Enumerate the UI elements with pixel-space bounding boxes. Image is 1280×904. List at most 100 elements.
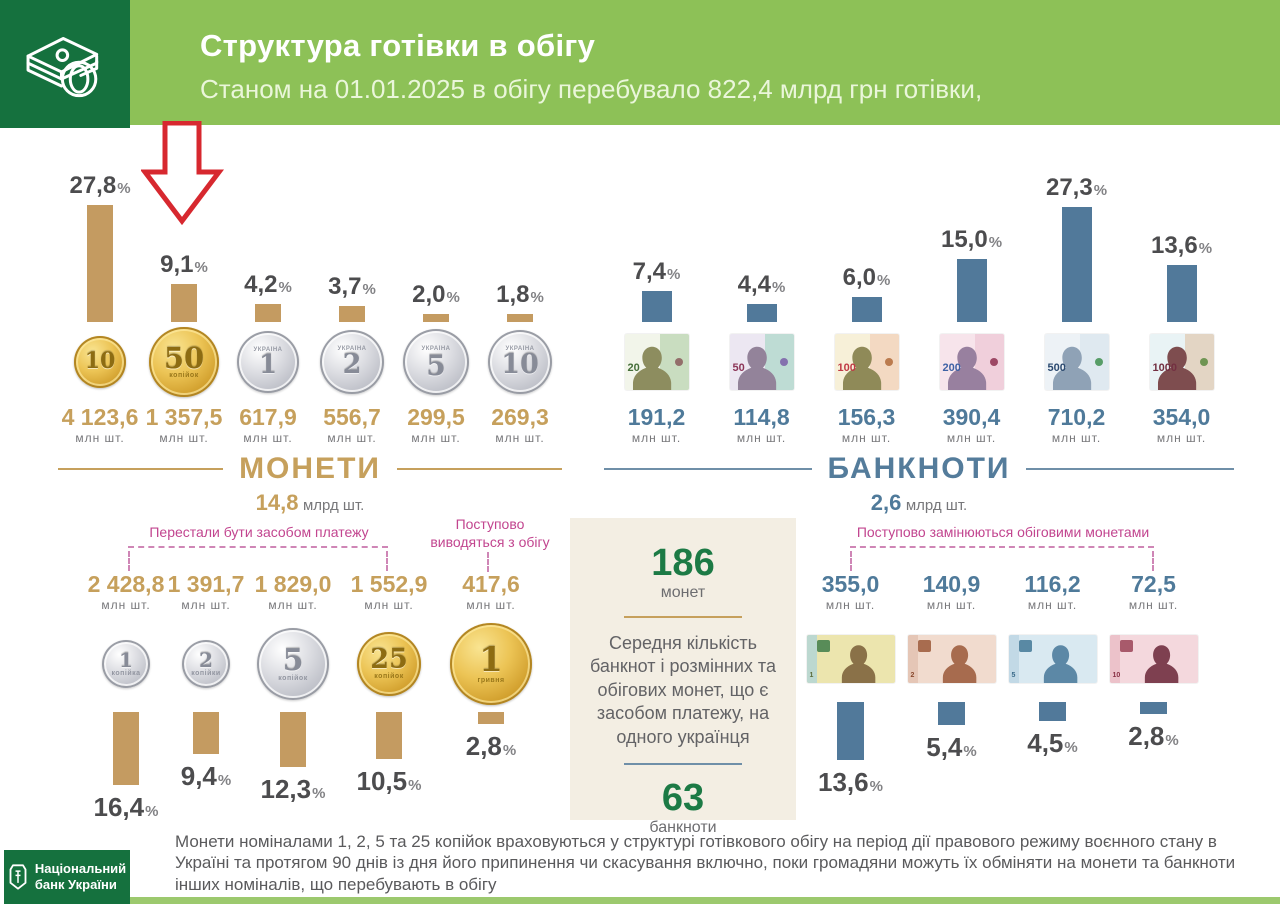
banknote-share-bar bbox=[1140, 702, 1167, 715]
per-capita-description: Середня кількість банкнот і розмінних та… bbox=[590, 633, 776, 747]
banknote-share-bar bbox=[746, 304, 777, 322]
annotation-gradually-withdrawn: Поступово виводяться з обігу bbox=[430, 516, 550, 550]
banknote-image: 5 bbox=[1008, 635, 1097, 684]
banknote-share-bar bbox=[851, 297, 882, 322]
bottom-green-strip bbox=[130, 897, 1280, 904]
count-unit: млн шт. bbox=[631, 431, 682, 446]
annotation-bracket-banknotes bbox=[850, 546, 1154, 571]
coin-column: 27,8% 10 4 123,6 млн шт. bbox=[58, 130, 142, 446]
banknote-count: 355,0 bbox=[821, 571, 880, 597]
percent-label: 9,4% bbox=[180, 761, 232, 792]
coin-image: УКРАЇНА 1 bbox=[237, 331, 299, 393]
coin-count: 556,7 bbox=[323, 404, 381, 430]
coin-image: 2 копійки bbox=[182, 640, 230, 689]
portrait-silhouette-icon bbox=[1157, 346, 1196, 390]
banknote-emblem bbox=[918, 640, 932, 653]
banknote-count: 114,8 bbox=[733, 404, 790, 430]
count-unit: млн шт. bbox=[75, 431, 125, 446]
page-subtitle: Станом на 01.01.2025 в обігу перебувало … bbox=[200, 74, 983, 104]
portrait-silhouette-icon bbox=[842, 645, 876, 684]
count-unit: млн шт. bbox=[327, 431, 377, 446]
banknote-column: 15,0% 200 390,4 млн bbox=[919, 130, 1024, 445]
banknote-image: 200 bbox=[939, 334, 1004, 390]
banknote-emblem bbox=[817, 640, 831, 653]
percent-label: 9,1% bbox=[160, 251, 208, 278]
banknote-denomination: 100 bbox=[837, 362, 856, 374]
coin-count: 2 428,8 bbox=[87, 571, 165, 597]
banknote-denomination: 200 bbox=[942, 362, 961, 374]
coin-share-bar bbox=[423, 314, 449, 322]
annotation-replaced-by-coins: Поступово замінюються обіговими монетами bbox=[856, 524, 1150, 540]
banknote-count: 156,3 bbox=[837, 404, 896, 430]
banknote-denomination: 500 bbox=[1047, 362, 1066, 374]
portrait-silhouette-icon bbox=[737, 346, 776, 390]
percent-label: 4,5% bbox=[1027, 728, 1078, 759]
coin-image: 10 bbox=[74, 336, 126, 388]
count-unit: млн шт. bbox=[466, 598, 516, 613]
count-unit: млн шт. bbox=[1128, 598, 1179, 613]
banknote-denomination: 2 bbox=[910, 672, 915, 680]
coins-per-person-value: 186 bbox=[651, 542, 715, 584]
banknote-ornament bbox=[779, 357, 788, 366]
count-unit: млн шт. bbox=[1156, 431, 1207, 446]
header-banner: Структура готівки в обігу Станом на 01.0… bbox=[0, 0, 1280, 128]
nbu-logo-text: Національний банк України bbox=[34, 861, 127, 892]
percent-label: 5,4% bbox=[926, 732, 977, 763]
banknote-column: 140,9 млн шт. 2 5,4% bbox=[901, 571, 1002, 795]
banknote-image: 2 bbox=[907, 635, 996, 684]
banknote-ornament bbox=[884, 357, 893, 366]
percent-label: 4,2% bbox=[244, 271, 292, 298]
coin-image: УКРАЇНА 2 bbox=[320, 330, 384, 394]
count-unit: млн шт. bbox=[268, 598, 318, 613]
count-unit: млн шт. bbox=[411, 431, 461, 446]
coin-column: 417,6 млн шт. 1 гривня 2,8% bbox=[438, 571, 544, 820]
coin-share-bar bbox=[255, 304, 281, 322]
coin-column: 2,0% УКРАЇНА 5 299,5 млн шт. bbox=[394, 130, 478, 445]
portrait-silhouette-icon bbox=[1145, 645, 1179, 684]
portrait-silhouette-icon bbox=[1052, 346, 1091, 390]
money-stack-coin-icon bbox=[26, 36, 99, 98]
coin-image: 25 копійок bbox=[357, 632, 421, 697]
banknotes-per-person-label: банкноти bbox=[649, 818, 717, 836]
annotation-tick-hryvnia-coin bbox=[487, 552, 489, 572]
coin-share-bar bbox=[339, 306, 365, 322]
banknote-count: 72,5 bbox=[1131, 571, 1176, 597]
percent-label: 13,6% bbox=[818, 767, 883, 798]
banknote-denomination: 5 bbox=[1011, 672, 1016, 680]
banknote-column: 27,3% 500 710,2 млн bbox=[1024, 130, 1129, 445]
coin-column: 1 829,0 млн шт. 5 копійок 12,3% bbox=[246, 571, 340, 820]
banknote-image: 100 bbox=[834, 334, 899, 390]
banknote-image: 20 bbox=[624, 334, 689, 390]
red-down-arrow-icon bbox=[141, 121, 225, 225]
portrait-silhouette-icon bbox=[943, 645, 977, 684]
nbu-logo: Національний банк України bbox=[4, 850, 130, 904]
percent-label: 1,8% bbox=[496, 281, 544, 308]
count-unit: млн шт. bbox=[181, 598, 231, 613]
percent-label: 6,0% bbox=[842, 264, 891, 291]
coins-per-person-label: монет bbox=[660, 584, 706, 601]
coin-image: 1 гривня bbox=[450, 623, 532, 706]
percent-label: 16,4% bbox=[93, 792, 159, 823]
banknote-column: 116,2 млн шт. 5 4,5% bbox=[1002, 571, 1103, 795]
banknotes-section-title: БАНКНОТИ bbox=[827, 452, 1011, 485]
banknote-count: 354,0 bbox=[1152, 404, 1211, 430]
count-unit: млн шт. bbox=[736, 431, 787, 446]
coin-column: 1 391,7 млн шт. 2 копійки 9,4% bbox=[166, 571, 246, 820]
coin-column: 2 428,8 млн шт. 1 копійка 16,4% bbox=[86, 571, 166, 823]
count-unit: млн шт. bbox=[159, 431, 209, 446]
banknote-count: 191,2 bbox=[627, 404, 686, 430]
banknote-share-bar bbox=[837, 702, 864, 761]
banknote-ornament bbox=[989, 357, 998, 366]
page-title: Структура готівки в обігу bbox=[200, 28, 596, 63]
per-capita-infobox: 186 монет Середня кількість банкнот і ро… bbox=[570, 518, 796, 836]
banknote-count: 140,9 bbox=[922, 571, 981, 597]
percent-label: 2,0% bbox=[412, 281, 460, 308]
banknote-share-bar bbox=[938, 702, 965, 726]
count-unit: млн шт. bbox=[841, 431, 892, 446]
count-unit: млн шт. bbox=[101, 598, 151, 613]
coins-in-circulation-chart: 27,8% 10 4 123,6 млн шт. 9,1% bbox=[58, 130, 562, 445]
banknote-emblem bbox=[1120, 640, 1134, 653]
banknotes-per-person-value: 63 bbox=[661, 776, 705, 819]
banknote-count: 116,2 bbox=[1024, 571, 1081, 597]
coin-count: 4 123,6 bbox=[61, 404, 139, 430]
